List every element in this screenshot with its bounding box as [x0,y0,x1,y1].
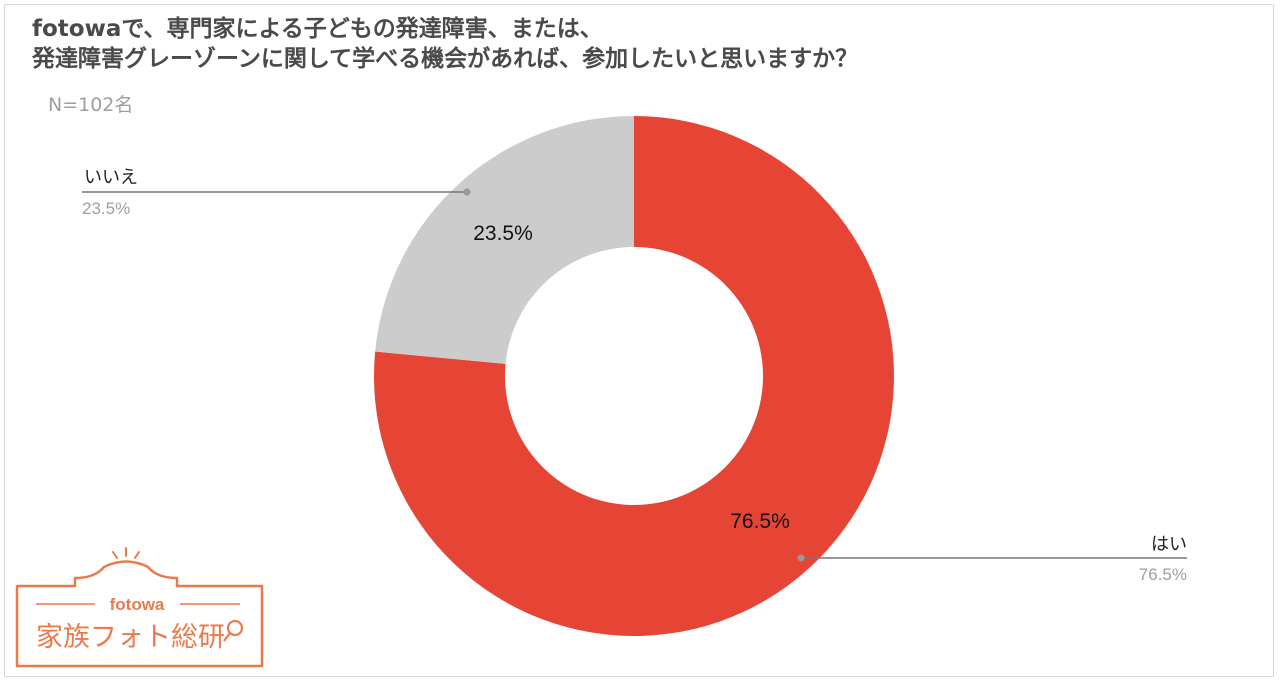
chart-title-line1: fotowaで、専門家による子どもの発達障害、または、 [32,16,603,42]
logo-frame [15,560,264,668]
chart-title-line2: 発達障害グレーゾーンに関して学べる機会があれば、参加したいと思いますか？ [32,46,859,72]
magnifier-icon [223,619,244,642]
callout-label-yes: はい [1151,534,1187,555]
callout-value-no: 23.5% [82,199,130,218]
callout-value-yes: 76.5% [1139,565,1187,584]
chart-title: fotowaで、専門家による子どもの発達障害、または、 発達障害グレーゾーンに関… [32,14,1232,74]
sun-rays-icon [112,547,140,559]
logo-name: 家族フォト総研 [36,622,225,653]
callout-label-no: いいえ [84,167,138,188]
donut-slice-yes [373,116,894,637]
sample-size: N=102名 [48,94,134,116]
callout-no: いいえ 23.5% [82,167,471,218]
chart-frame [4,4,1274,677]
slice-data-label-no: 23.5% [473,222,533,245]
logo-brand: fotowa [110,595,165,614]
donut-slices [373,116,894,637]
callout-dot-yes [797,554,805,562]
callout-dot-no [463,188,471,196]
donut-slice-no [375,116,634,364]
slice-data-label-yes: 76.5% [730,510,790,533]
callout-yes: はい 76.5% [797,534,1187,584]
